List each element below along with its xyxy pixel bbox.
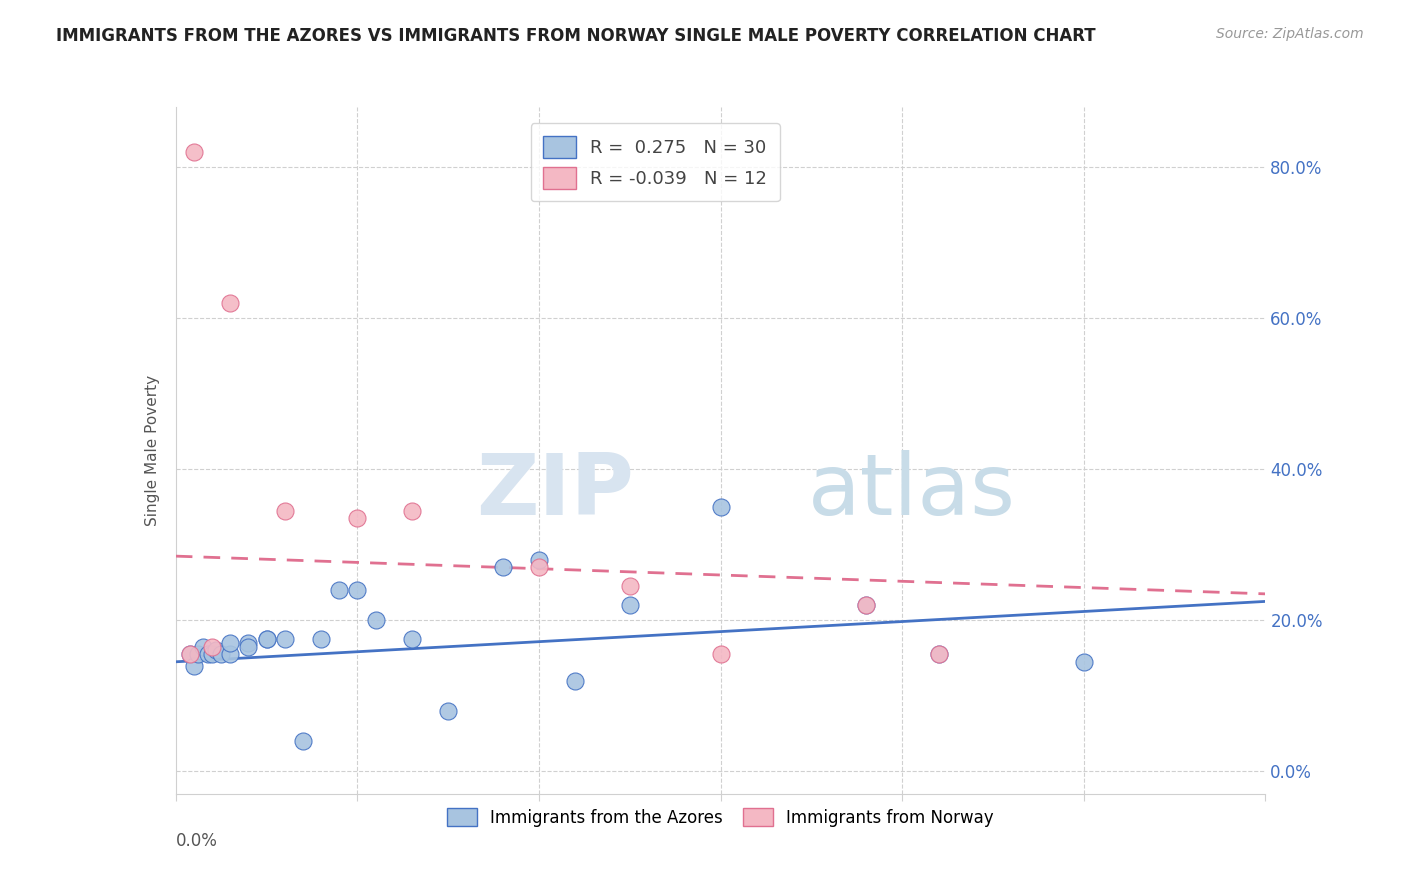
Point (364, 613, 387, 627)
Text: ZIP: ZIP (475, 450, 633, 533)
Text: Source: ZipAtlas.com: Source: ZipAtlas.com (1216, 27, 1364, 41)
Point (346, 511, 368, 525)
Y-axis label: Single Male Poverty: Single Male Poverty (145, 375, 160, 526)
Point (201, 647, 224, 661)
Point (183, 658, 205, 673)
Point (201, 640, 224, 654)
Point (401, 504, 423, 518)
Point (256, 632, 278, 647)
Point (710, 500, 733, 514)
Point (346, 583, 368, 598)
Point (197, 647, 219, 661)
Point (191, 640, 214, 654)
Point (179, 647, 201, 661)
Point (238, 636, 260, 650)
Point (274, 632, 297, 647)
Point (619, 579, 641, 593)
Legend: Immigrants from the Azores, Immigrants from Norway: Immigrants from the Azores, Immigrants f… (440, 802, 1001, 834)
Point (309, 632, 332, 647)
Point (274, 504, 297, 518)
Text: 0.0%: 0.0% (176, 831, 218, 850)
Point (928, 647, 950, 661)
Point (1073, 655, 1095, 669)
Point (855, 598, 877, 612)
Point (186, 647, 209, 661)
Point (710, 647, 733, 661)
Point (527, 560, 550, 574)
Point (219, 647, 242, 661)
Point (291, 734, 314, 748)
Point (492, 560, 515, 574)
Point (928, 647, 950, 661)
Point (238, 640, 260, 654)
Point (179, 647, 201, 661)
Point (619, 598, 641, 612)
Point (219, 636, 242, 650)
Text: IMMIGRANTS FROM THE AZORES VS IMMIGRANTS FROM NORWAY SINGLE MALE POVERTY CORRELA: IMMIGRANTS FROM THE AZORES VS IMMIGRANTS… (56, 27, 1095, 45)
Point (204, 643, 226, 657)
Point (328, 583, 350, 598)
Point (209, 647, 232, 661)
Point (564, 673, 586, 688)
Point (437, 704, 460, 718)
Point (527, 553, 550, 567)
Text: atlas: atlas (807, 450, 1015, 533)
Point (401, 632, 423, 647)
Point (855, 598, 877, 612)
Point (256, 632, 278, 647)
Point (219, 296, 242, 310)
Point (183, 145, 205, 160)
